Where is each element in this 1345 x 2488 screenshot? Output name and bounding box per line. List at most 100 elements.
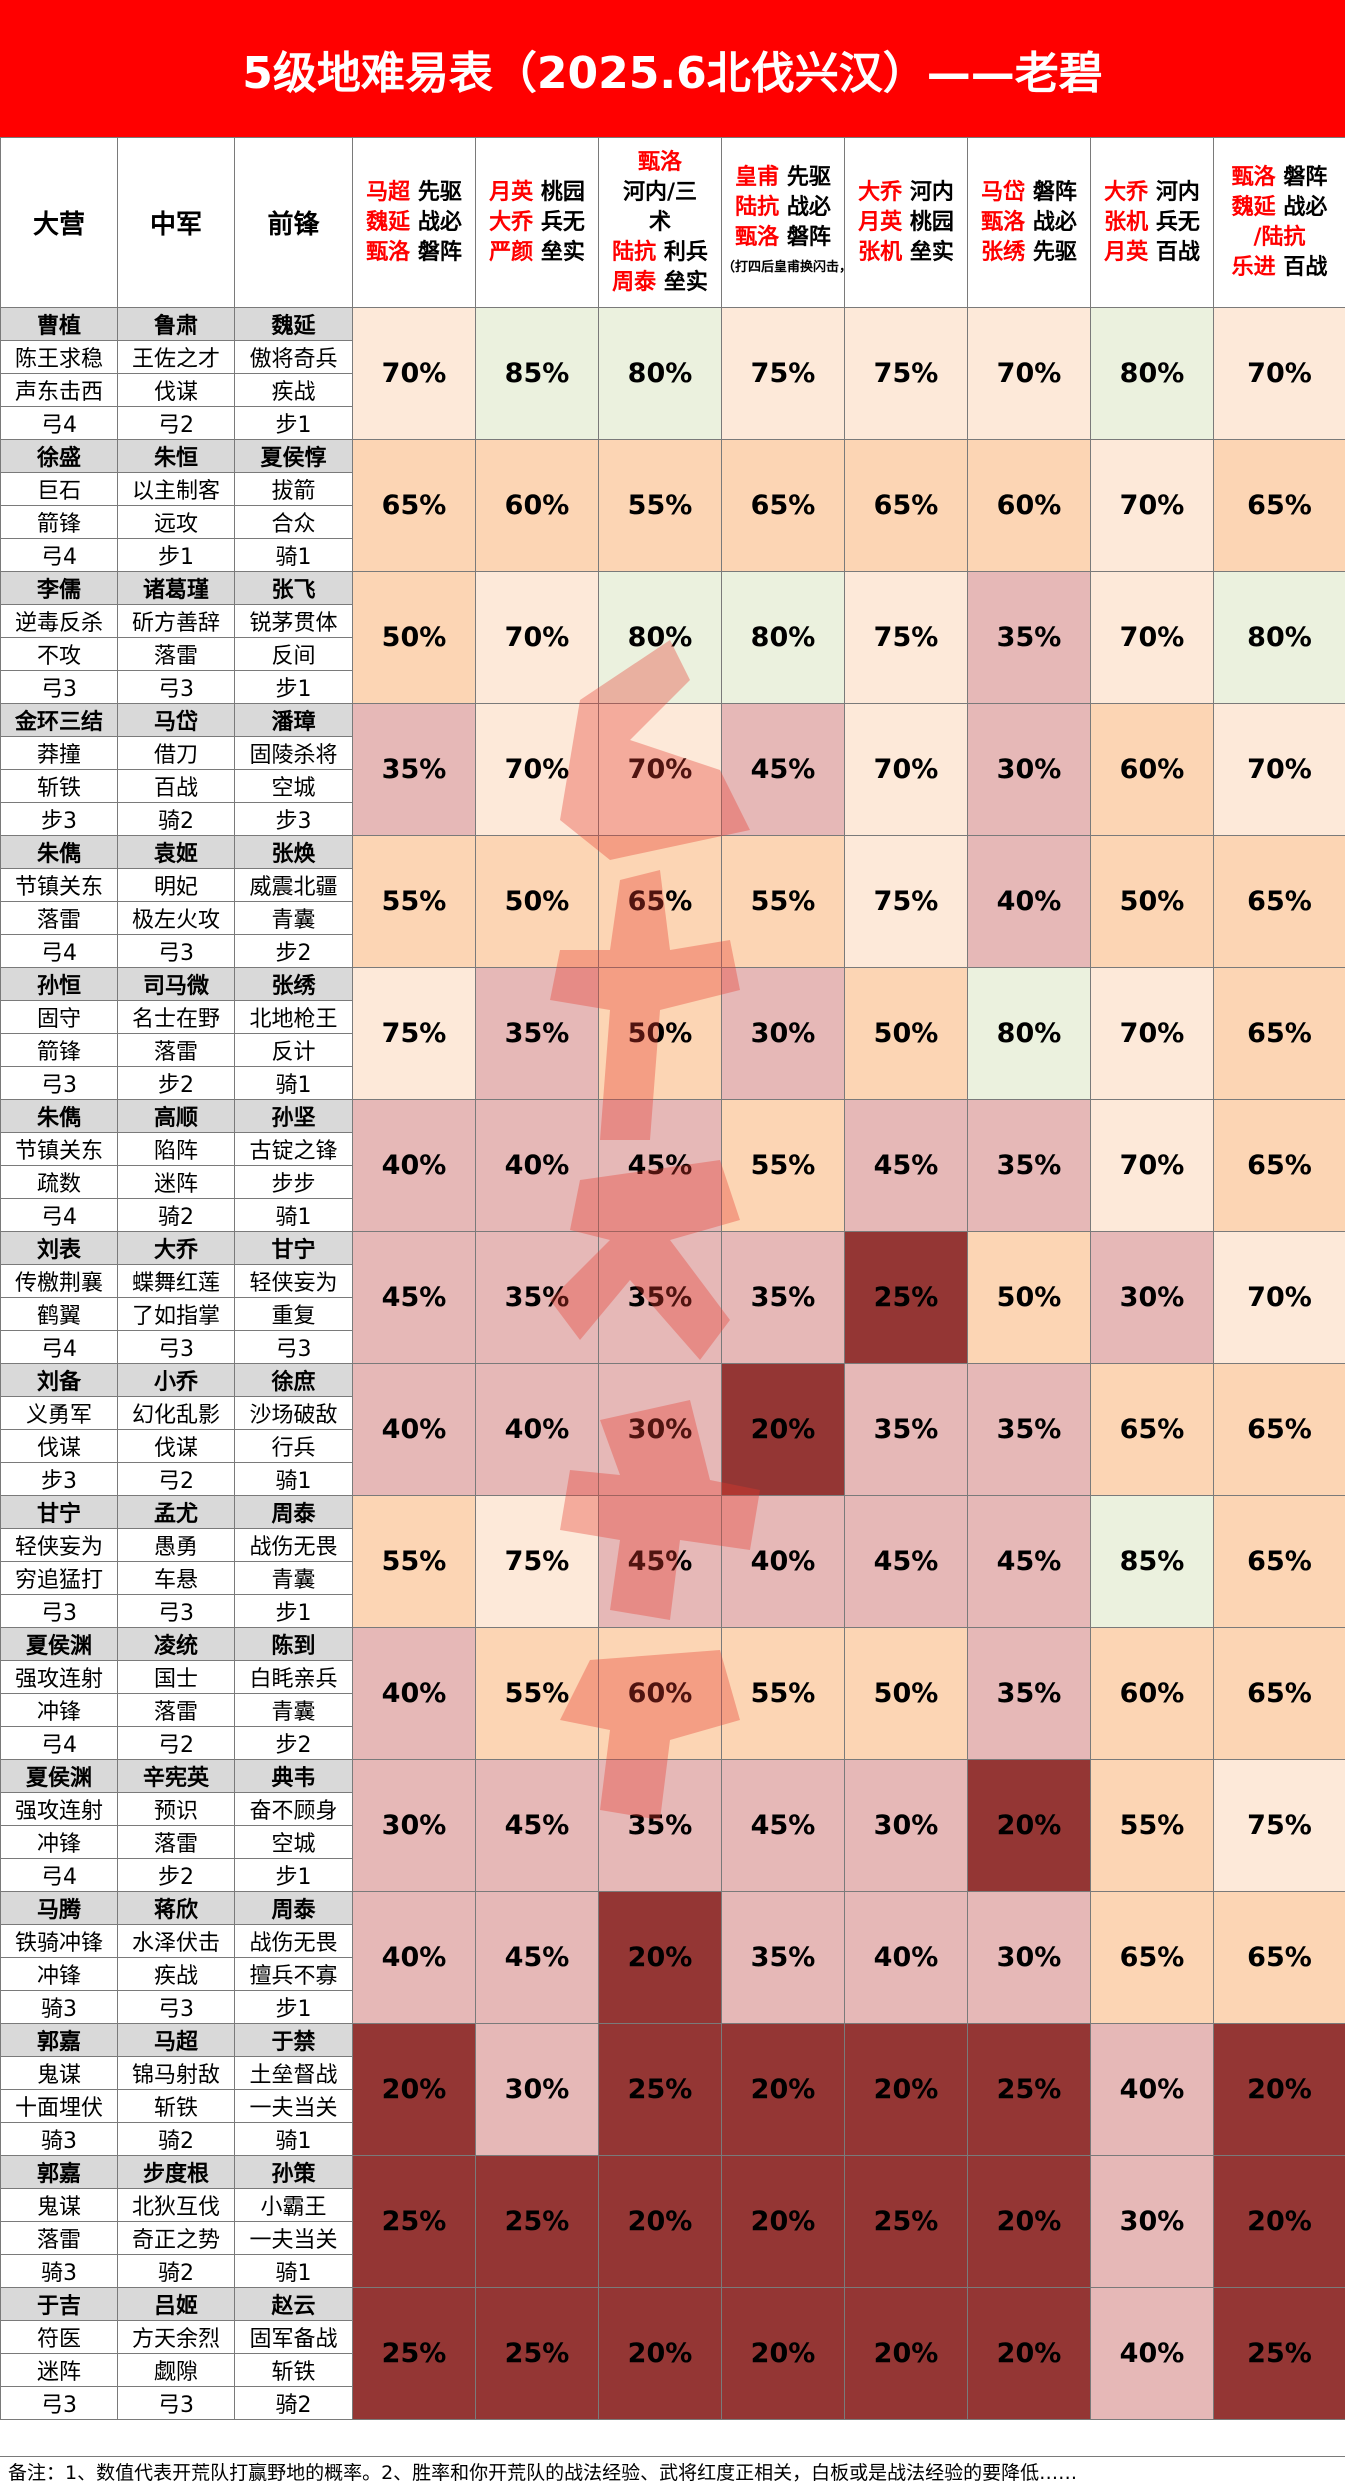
hero-center: 朱恒	[117, 439, 235, 473]
skill-camp: 冲锋	[0, 1825, 118, 1859]
hero-center: 步度根	[117, 2155, 235, 2189]
win-rate-cell: 80%	[598, 307, 722, 440]
win-rate-cell: 65%	[721, 439, 845, 572]
table-row: 强攻连射 预识 奋不顾身	[0, 1792, 1345, 1826]
skill-center: 觑隙	[117, 2353, 235, 2387]
troop-camp: 骑3	[0, 2122, 118, 2156]
win-rate-cell: 75%	[475, 1495, 599, 1628]
tactic-name: 战必	[1275, 194, 1328, 220]
skill-vanguard: 固陵杀将	[234, 736, 353, 770]
tactic-name: 术	[648, 209, 671, 235]
win-rate-cell: 55%	[352, 1495, 476, 1628]
win-rate-cell: 20%	[721, 2155, 845, 2288]
hero-vanguard: 陈到	[234, 1627, 353, 1661]
troop-camp: 骑3	[0, 1990, 118, 2024]
skill-center: 落雷	[117, 1825, 235, 1859]
skill-vanguard: 战伤无畏	[234, 1924, 353, 1958]
tactic-name: 战必	[410, 209, 462, 235]
header-lineup-5: 大乔 河内 月英 桃园 张机 垒实	[844, 137, 968, 308]
table-row: 弓4 弓2 步1	[0, 406, 1345, 440]
win-rate-cell: 70%	[1213, 307, 1345, 440]
skill-center: 锦马射敌	[117, 2056, 235, 2090]
hero-name: 月英	[1104, 239, 1149, 265]
win-rate-cell: 40%	[1090, 2287, 1214, 2420]
hero-camp: 郭嘉	[0, 2023, 118, 2057]
win-rate-cell: 40%	[967, 835, 1091, 968]
skill-center: 伐谋	[117, 373, 235, 407]
table-row: 步3 弓2 骑1	[0, 1462, 1345, 1496]
hero-vanguard: 徐庶	[234, 1363, 353, 1397]
troop-camp: 弓4	[0, 1198, 118, 1232]
skill-camp: 义勇军	[0, 1396, 118, 1430]
skill-vanguard: 沙场破敌	[234, 1396, 353, 1430]
hero-camp: 徐盛	[0, 439, 118, 473]
tactic-name: 利兵	[656, 239, 708, 265]
win-rate-cell: 70%	[844, 703, 968, 836]
table-row: 骑3 弓3 步1	[0, 1990, 1345, 2024]
troop-center: 弓2	[117, 1462, 235, 1496]
troop-vanguard: 步1	[234, 1594, 353, 1628]
win-rate-cell: 65%	[1213, 1891, 1345, 2024]
skill-center: 奇正之势	[117, 2221, 235, 2255]
troop-camp: 弓4	[0, 538, 118, 572]
table-row: 落雷 奇正之势 一夫当关	[0, 2221, 1345, 2255]
page-title: 5级地难易表（2025.6北伐兴汉）——老碧	[0, 0, 1345, 137]
win-rate-cell: 40%	[1090, 2023, 1214, 2156]
win-rate-cell: 20%	[967, 1759, 1091, 1892]
win-rate-cell: 70%	[1090, 571, 1214, 704]
win-rate-cell: 45%	[967, 1495, 1091, 1628]
hero-vanguard: 于禁	[234, 2023, 353, 2057]
skill-center: 车悬	[117, 1561, 235, 1595]
hero-name: 马超	[366, 179, 411, 205]
tactic-name: 先驱	[1025, 239, 1077, 265]
hero-center: 高顺	[117, 1099, 235, 1133]
win-rate-cell: 70%	[1213, 1231, 1345, 1364]
skill-vanguard: 合众	[234, 505, 353, 539]
table-row: 李儒 诸葛瑾 张飞 50% 70% 80% 80% 75% 35% 70% 80%	[0, 571, 1345, 704]
table-row: 莽撞 借刀 固陵杀将	[0, 736, 1345, 770]
troop-camp: 弓4	[0, 406, 118, 440]
skill-camp: 斩铁	[0, 769, 118, 803]
tactic-name: 兵无	[533, 209, 585, 235]
skill-center: 迷阵	[117, 1165, 235, 1199]
skill-center: 预识	[117, 1792, 235, 1826]
troop-center: 步1	[117, 538, 235, 572]
win-rate-cell: 45%	[598, 1495, 722, 1628]
skill-vanguard: 拔箭	[234, 472, 353, 506]
table-row: 弓4 步2 步1	[0, 1858, 1345, 1892]
skill-vanguard: 反间	[234, 637, 353, 671]
hero-vanguard: 潘璋	[234, 703, 353, 737]
skill-vanguard: 轻侠妄为	[234, 1264, 353, 1298]
win-rate-cell: 70%	[1213, 703, 1345, 836]
tactic-name: 磐阵	[779, 224, 831, 250]
win-rate-cell: 20%	[967, 2155, 1091, 2288]
win-rate-cell: 30%	[1090, 2155, 1214, 2288]
troop-center: 骑2	[117, 2122, 235, 2156]
tactic-name: 磐阵	[1025, 179, 1077, 205]
table-row: 朱儁 高顺 孙坚 40% 40% 45% 55% 45% 35% 70% 65%	[0, 1099, 1345, 1232]
table-row: 弓4 弓3 弓3	[0, 1330, 1345, 1364]
hero-center: 诸葛瑾	[117, 571, 235, 605]
skill-vanguard: 青囊	[234, 1561, 353, 1595]
hero-vanguard: 夏侯惇	[234, 439, 353, 473]
skill-camp: 鬼谋	[0, 2188, 118, 2222]
table-row: 郭嘉 马超 于禁 20% 30% 25% 20% 20% 25% 40% 20%	[0, 2023, 1345, 2156]
win-rate-cell: 55%	[475, 1627, 599, 1760]
tactic-name: 垒实	[902, 239, 954, 265]
table-row: 金环三结 马岱 潘璋 35% 70% 70% 45% 70% 30% 60% 70%	[0, 703, 1345, 836]
troop-vanguard: 骑1	[234, 2122, 353, 2156]
header-camp: 大营	[0, 137, 118, 308]
table-row: 义勇军 幻化乱影 沙场破敌	[0, 1396, 1345, 1430]
table-row: 骑3 骑2 骑1	[0, 2254, 1345, 2288]
skill-center: 名士在野	[117, 1000, 235, 1034]
table-row: 迷阵 觑隙 斩铁	[0, 2353, 1345, 2387]
win-rate-cell: 75%	[721, 307, 845, 440]
troop-center: 骑2	[117, 802, 235, 836]
table-row: 冲锋 落雷 青囊	[0, 1693, 1345, 1727]
win-rate-cell: 35%	[967, 1099, 1091, 1232]
skill-center: 北狄互伐	[117, 2188, 235, 2222]
skill-vanguard: 锐茅贯体	[234, 604, 353, 638]
hero-name: 甄洛	[1231, 164, 1276, 190]
hero-vanguard: 赵云	[234, 2287, 353, 2321]
